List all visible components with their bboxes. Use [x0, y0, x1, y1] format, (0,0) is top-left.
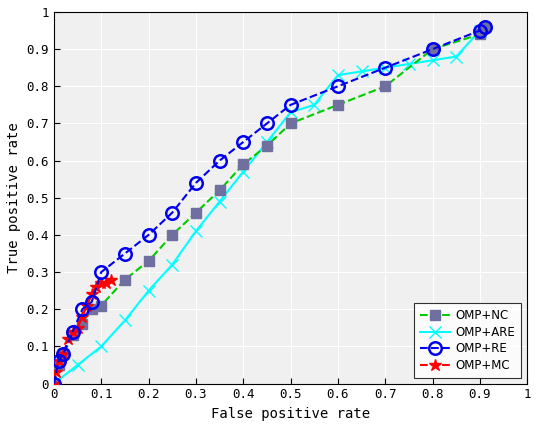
- OMP+RE: [55, 359, 62, 364]
- OMP+ARE: [216, 199, 223, 204]
- Line: OMP+NC: OMP+NC: [49, 22, 490, 389]
- OMP+RE: [382, 65, 388, 70]
- OMP+ARE: [287, 110, 294, 115]
- OMP+RE: [122, 251, 128, 256]
- OMP+RE: [482, 24, 488, 30]
- OMP+ARE: [335, 73, 341, 78]
- OMP+MC: [108, 277, 114, 282]
- OMP+NC: [382, 84, 388, 89]
- OMP+ARE: [145, 288, 152, 293]
- OMP+ARE: [453, 54, 459, 59]
- OMP+RE: [216, 158, 223, 163]
- Y-axis label: True positive rate: True positive rate: [7, 122, 21, 273]
- OMP+NC: [335, 102, 341, 107]
- OMP+RE: [60, 351, 67, 357]
- OMP+MC: [51, 381, 57, 386]
- OMP+NC: [60, 351, 67, 357]
- OMP+NC: [193, 210, 199, 215]
- OMP+MC: [84, 303, 90, 308]
- OMP+RE: [89, 299, 95, 304]
- OMP+ARE: [122, 318, 128, 323]
- OMP+RE: [240, 140, 246, 145]
- OMP+NC: [98, 303, 104, 308]
- OMP+NC: [482, 24, 488, 30]
- OMP+MC: [89, 292, 95, 297]
- Line: OMP+RE: OMP+RE: [47, 21, 491, 390]
- OMP+RE: [51, 381, 57, 386]
- OMP+MC: [53, 370, 60, 375]
- OMP+ARE: [429, 58, 436, 63]
- OMP+ARE: [406, 61, 412, 66]
- OMP+ARE: [74, 363, 81, 368]
- OMP+RE: [335, 84, 341, 89]
- OMP+NC: [145, 259, 152, 264]
- OMP+NC: [89, 307, 95, 312]
- OMP+NC: [55, 363, 62, 368]
- OMP+MC: [103, 281, 109, 286]
- OMP+NC: [429, 47, 436, 52]
- OMP+NC: [264, 143, 270, 149]
- OMP+RE: [477, 28, 483, 33]
- OMP+MC: [69, 329, 76, 334]
- OMP+NC: [169, 232, 175, 238]
- OMP+MC: [79, 314, 86, 319]
- Legend: OMP+NC, OMP+ARE, OMP+RE, OMP+MC: OMP+NC, OMP+ARE, OMP+RE, OMP+MC: [414, 303, 521, 378]
- OMP+ARE: [311, 102, 317, 107]
- OMP+ARE: [98, 344, 104, 349]
- OMP+NC: [477, 32, 483, 37]
- OMP+ARE: [193, 229, 199, 234]
- OMP+ARE: [169, 262, 175, 267]
- OMP+RE: [145, 232, 152, 238]
- OMP+ARE: [51, 381, 57, 386]
- OMP+RE: [169, 210, 175, 215]
- OMP+NC: [79, 321, 86, 327]
- Line: OMP+ARE: OMP+ARE: [48, 25, 485, 389]
- Line: OMP+MC: OMP+MC: [47, 273, 117, 390]
- OMP+RE: [193, 180, 199, 185]
- OMP+NC: [69, 333, 76, 338]
- OMP+NC: [216, 188, 223, 193]
- OMP+ARE: [382, 65, 388, 70]
- X-axis label: False positive rate: False positive rate: [211, 407, 370, 421]
- OMP+NC: [51, 381, 57, 386]
- OMP+NC: [287, 121, 294, 126]
- OMP+RE: [429, 47, 436, 52]
- OMP+MC: [60, 351, 67, 357]
- OMP+ARE: [264, 140, 270, 145]
- OMP+RE: [69, 329, 76, 334]
- OMP+MC: [98, 281, 104, 286]
- OMP+ARE: [240, 169, 246, 174]
- OMP+NC: [240, 162, 246, 167]
- OMP+RE: [287, 102, 294, 107]
- OMP+NC: [122, 277, 128, 282]
- OMP+RE: [79, 307, 86, 312]
- OMP+ARE: [477, 28, 483, 33]
- OMP+RE: [98, 270, 104, 275]
- OMP+MC: [93, 285, 100, 290]
- OMP+RE: [264, 121, 270, 126]
- OMP+MC: [74, 325, 81, 330]
- OMP+ARE: [358, 69, 365, 74]
- OMP+MC: [55, 359, 62, 364]
- OMP+MC: [65, 336, 72, 342]
